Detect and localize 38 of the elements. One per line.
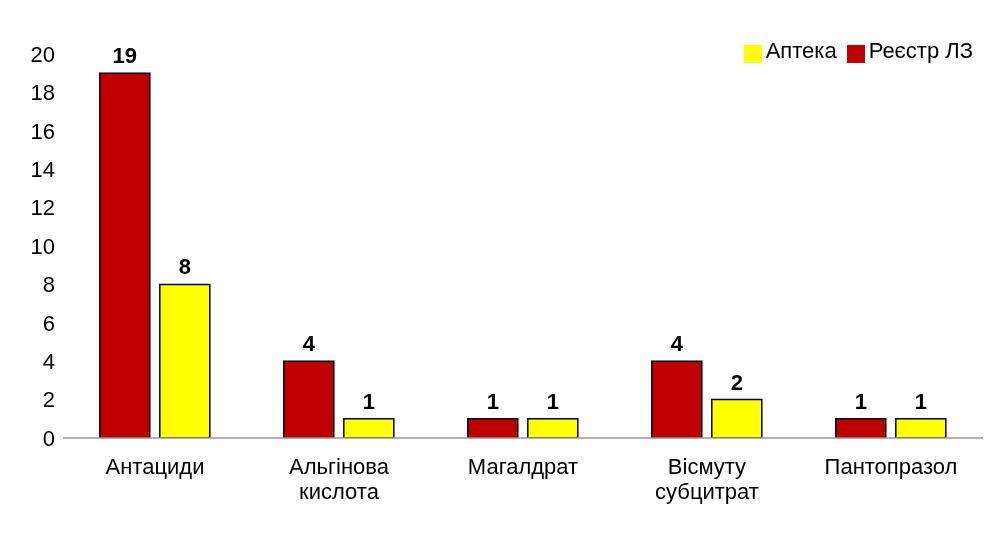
x-tick-label: Пантопразол bbox=[824, 453, 958, 479]
y-tick-label: 14 bbox=[30, 157, 55, 183]
y-tick-label: 6 bbox=[42, 310, 55, 336]
bar bbox=[527, 418, 579, 438]
y-tick-label: 20 bbox=[30, 41, 55, 67]
y-tick-label: 8 bbox=[42, 272, 55, 298]
data-label: 19 bbox=[112, 43, 138, 69]
bar bbox=[835, 418, 887, 438]
x-tick-label: Антациди bbox=[105, 453, 205, 479]
bar bbox=[711, 398, 763, 438]
data-label: 8 bbox=[178, 254, 191, 280]
bar bbox=[895, 418, 947, 438]
data-label: 1 bbox=[486, 388, 499, 414]
bar bbox=[467, 418, 519, 438]
y-tick-label: 12 bbox=[30, 195, 55, 221]
bar bbox=[651, 360, 703, 438]
x-tick-label: Вісмуту субцитрат bbox=[655, 453, 759, 505]
legend-label: Аптека bbox=[765, 38, 837, 63]
data-label: 4 bbox=[302, 331, 316, 357]
bar bbox=[283, 360, 335, 438]
x-tick-label: Альгінова кислота bbox=[289, 453, 390, 505]
y-tick-label: 18 bbox=[30, 80, 55, 106]
data-label: 2 bbox=[730, 369, 743, 395]
y-tick-label: 10 bbox=[30, 233, 55, 259]
data-label: 1 bbox=[854, 388, 867, 414]
bar bbox=[343, 418, 395, 438]
y-tick-label: 2 bbox=[42, 387, 55, 413]
y-tick-label: 0 bbox=[42, 425, 55, 451]
bar bbox=[159, 283, 211, 438]
legend-label: Реєстр ЛЗ bbox=[868, 38, 973, 63]
data-label: 4 bbox=[670, 331, 684, 357]
data-label: 1 bbox=[546, 388, 559, 414]
y-tick-label: 4 bbox=[42, 349, 55, 375]
x-tick-label: Магалдрат bbox=[467, 453, 579, 479]
data-label: 1 bbox=[362, 388, 375, 414]
data-label: 1 bbox=[914, 388, 927, 414]
bar bbox=[99, 72, 151, 438]
y-tick-label: 16 bbox=[30, 118, 55, 144]
